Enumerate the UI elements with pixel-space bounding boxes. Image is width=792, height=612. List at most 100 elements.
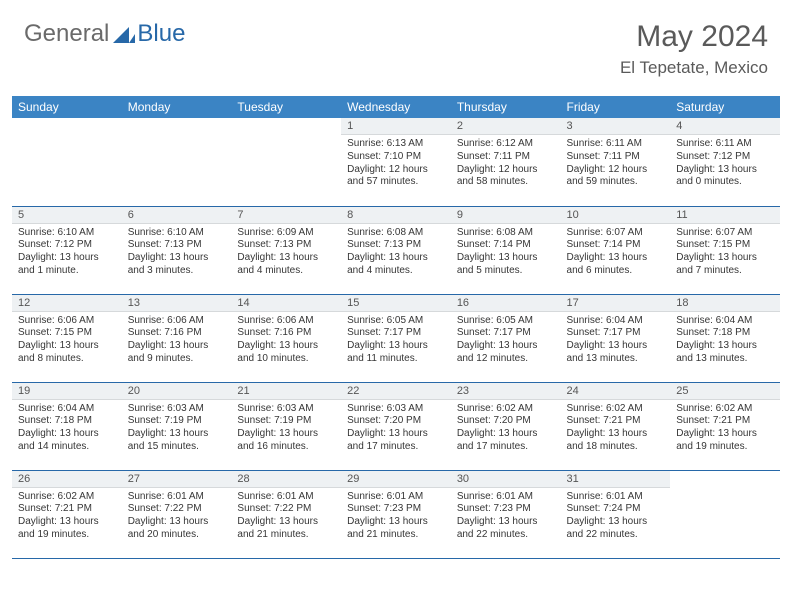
day-details: Sunrise: 6:01 AMSunset: 7:23 PMDaylight:… — [451, 488, 561, 546]
day-details: Sunrise: 6:08 AMSunset: 7:13 PMDaylight:… — [341, 224, 451, 282]
day-details: Sunrise: 6:10 AMSunset: 7:12 PMDaylight:… — [12, 224, 122, 282]
day-number: 29 — [341, 471, 451, 488]
weekday-header: Saturday — [670, 96, 780, 118]
calendar-day-cell — [670, 470, 780, 558]
logo: General Blue — [24, 20, 185, 48]
calendar-day-cell: 14Sunrise: 6:06 AMSunset: 7:16 PMDayligh… — [231, 294, 341, 382]
day-number: 11 — [670, 207, 780, 224]
calendar-week-row: 12Sunrise: 6:06 AMSunset: 7:15 PMDayligh… — [12, 294, 780, 382]
calendar-day-cell — [122, 118, 232, 206]
calendar-day-cell: 21Sunrise: 6:03 AMSunset: 7:19 PMDayligh… — [231, 382, 341, 470]
calendar-day-cell: 16Sunrise: 6:05 AMSunset: 7:17 PMDayligh… — [451, 294, 561, 382]
day-details: Sunrise: 6:03 AMSunset: 7:19 PMDaylight:… — [122, 400, 232, 458]
calendar-day-cell: 11Sunrise: 6:07 AMSunset: 7:15 PMDayligh… — [670, 206, 780, 294]
weekday-header: Sunday — [12, 96, 122, 118]
day-details: Sunrise: 6:03 AMSunset: 7:20 PMDaylight:… — [341, 400, 451, 458]
day-number: 28 — [231, 471, 341, 488]
day-number: 31 — [561, 471, 671, 488]
day-details: Sunrise: 6:02 AMSunset: 7:21 PMDaylight:… — [12, 488, 122, 546]
calendar-day-cell: 17Sunrise: 6:04 AMSunset: 7:17 PMDayligh… — [561, 294, 671, 382]
day-number: 7 — [231, 207, 341, 224]
day-number: 18 — [670, 295, 780, 312]
day-details: Sunrise: 6:08 AMSunset: 7:14 PMDaylight:… — [451, 224, 561, 282]
day-number: 4 — [670, 118, 780, 135]
day-details: Sunrise: 6:10 AMSunset: 7:13 PMDaylight:… — [122, 224, 232, 282]
calendar-day-cell: 24Sunrise: 6:02 AMSunset: 7:21 PMDayligh… — [561, 382, 671, 470]
day-number: 25 — [670, 383, 780, 400]
day-number: 6 — [122, 207, 232, 224]
day-details: Sunrise: 6:01 AMSunset: 7:24 PMDaylight:… — [561, 488, 671, 546]
calendar-day-cell: 9Sunrise: 6:08 AMSunset: 7:14 PMDaylight… — [451, 206, 561, 294]
weekday-header: Friday — [561, 96, 671, 118]
day-details: Sunrise: 6:04 AMSunset: 7:18 PMDaylight:… — [670, 312, 780, 370]
day-number: 17 — [561, 295, 671, 312]
weekday-header: Thursday — [451, 96, 561, 118]
day-number: 19 — [12, 383, 122, 400]
day-details: Sunrise: 6:02 AMSunset: 7:21 PMDaylight:… — [670, 400, 780, 458]
weekday-header: Wednesday — [341, 96, 451, 118]
day-details: Sunrise: 6:06 AMSunset: 7:16 PMDaylight:… — [122, 312, 232, 370]
weekday-header: Tuesday — [231, 96, 341, 118]
day-details: Sunrise: 6:02 AMSunset: 7:20 PMDaylight:… — [451, 400, 561, 458]
day-details: Sunrise: 6:01 AMSunset: 7:22 PMDaylight:… — [122, 488, 232, 546]
day-number: 23 — [451, 383, 561, 400]
calendar-day-cell: 7Sunrise: 6:09 AMSunset: 7:13 PMDaylight… — [231, 206, 341, 294]
calendar-header-row: SundayMondayTuesdayWednesdayThursdayFrid… — [12, 96, 780, 118]
day-number: 30 — [451, 471, 561, 488]
day-details: Sunrise: 6:04 AMSunset: 7:17 PMDaylight:… — [561, 312, 671, 370]
calendar-day-cell: 26Sunrise: 6:02 AMSunset: 7:21 PMDayligh… — [12, 470, 122, 558]
day-details: Sunrise: 6:07 AMSunset: 7:15 PMDaylight:… — [670, 224, 780, 282]
day-details: Sunrise: 6:13 AMSunset: 7:10 PMDaylight:… — [341, 135, 451, 193]
day-number: 9 — [451, 207, 561, 224]
month-title: May 2024 — [620, 20, 768, 54]
calendar-day-cell: 15Sunrise: 6:05 AMSunset: 7:17 PMDayligh… — [341, 294, 451, 382]
calendar-day-cell — [12, 118, 122, 206]
calendar-day-cell: 10Sunrise: 6:07 AMSunset: 7:14 PMDayligh… — [561, 206, 671, 294]
calendar-day-cell: 8Sunrise: 6:08 AMSunset: 7:13 PMDaylight… — [341, 206, 451, 294]
calendar-day-cell: 2Sunrise: 6:12 AMSunset: 7:11 PMDaylight… — [451, 118, 561, 206]
logo-triangle-icon — [113, 25, 135, 43]
day-number: 20 — [122, 383, 232, 400]
day-details: Sunrise: 6:01 AMSunset: 7:22 PMDaylight:… — [231, 488, 341, 546]
day-details: Sunrise: 6:01 AMSunset: 7:23 PMDaylight:… — [341, 488, 451, 546]
calendar-day-cell: 20Sunrise: 6:03 AMSunset: 7:19 PMDayligh… — [122, 382, 232, 470]
calendar-week-row: 19Sunrise: 6:04 AMSunset: 7:18 PMDayligh… — [12, 382, 780, 470]
day-number: 14 — [231, 295, 341, 312]
calendar-day-cell: 27Sunrise: 6:01 AMSunset: 7:22 PMDayligh… — [122, 470, 232, 558]
calendar-day-cell: 30Sunrise: 6:01 AMSunset: 7:23 PMDayligh… — [451, 470, 561, 558]
calendar-day-cell: 5Sunrise: 6:10 AMSunset: 7:12 PMDaylight… — [12, 206, 122, 294]
day-number: 8 — [341, 207, 451, 224]
day-details: Sunrise: 6:04 AMSunset: 7:18 PMDaylight:… — [12, 400, 122, 458]
calendar-day-cell: 6Sunrise: 6:10 AMSunset: 7:13 PMDaylight… — [122, 206, 232, 294]
day-number: 26 — [12, 471, 122, 488]
day-details: Sunrise: 6:02 AMSunset: 7:21 PMDaylight:… — [561, 400, 671, 458]
day-number: 22 — [341, 383, 451, 400]
day-number: 21 — [231, 383, 341, 400]
calendar-day-cell: 3Sunrise: 6:11 AMSunset: 7:11 PMDaylight… — [561, 118, 671, 206]
day-details: Sunrise: 6:11 AMSunset: 7:11 PMDaylight:… — [561, 135, 671, 193]
day-number: 15 — [341, 295, 451, 312]
calendar-day-cell: 29Sunrise: 6:01 AMSunset: 7:23 PMDayligh… — [341, 470, 451, 558]
calendar-week-row: 26Sunrise: 6:02 AMSunset: 7:21 PMDayligh… — [12, 470, 780, 558]
page-header: General Blue May 2024 El Tepetate, Mexic… — [0, 0, 792, 88]
day-details: Sunrise: 6:05 AMSunset: 7:17 PMDaylight:… — [451, 312, 561, 370]
calendar-day-cell: 1Sunrise: 6:13 AMSunset: 7:10 PMDaylight… — [341, 118, 451, 206]
logo-text-general: General — [24, 20, 109, 48]
calendar-week-row: 1Sunrise: 6:13 AMSunset: 7:10 PMDaylight… — [12, 118, 780, 206]
day-details: Sunrise: 6:07 AMSunset: 7:14 PMDaylight:… — [561, 224, 671, 282]
day-details: Sunrise: 6:03 AMSunset: 7:19 PMDaylight:… — [231, 400, 341, 458]
day-number: 12 — [12, 295, 122, 312]
calendar-day-cell: 18Sunrise: 6:04 AMSunset: 7:18 PMDayligh… — [670, 294, 780, 382]
calendar-body: 1Sunrise: 6:13 AMSunset: 7:10 PMDaylight… — [12, 118, 780, 558]
title-block: May 2024 El Tepetate, Mexico — [620, 20, 768, 78]
calendar-day-cell: 19Sunrise: 6:04 AMSunset: 7:18 PMDayligh… — [12, 382, 122, 470]
day-number: 2 — [451, 118, 561, 135]
location-label: El Tepetate, Mexico — [620, 58, 768, 78]
day-number: 5 — [12, 207, 122, 224]
calendar-day-cell: 22Sunrise: 6:03 AMSunset: 7:20 PMDayligh… — [341, 382, 451, 470]
calendar-day-cell: 13Sunrise: 6:06 AMSunset: 7:16 PMDayligh… — [122, 294, 232, 382]
calendar-day-cell: 4Sunrise: 6:11 AMSunset: 7:12 PMDaylight… — [670, 118, 780, 206]
day-number: 3 — [561, 118, 671, 135]
calendar-day-cell: 12Sunrise: 6:06 AMSunset: 7:15 PMDayligh… — [12, 294, 122, 382]
weekday-header: Monday — [122, 96, 232, 118]
